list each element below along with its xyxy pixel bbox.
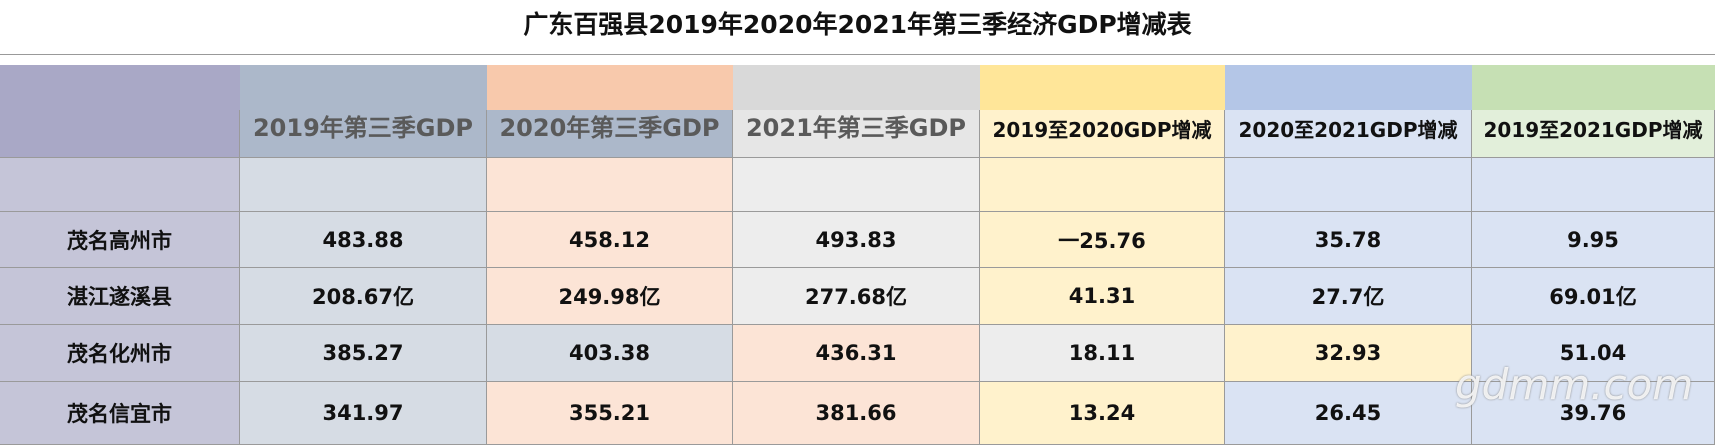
- data-cell: 39.76: [1472, 382, 1715, 445]
- data-cell: [1225, 158, 1472, 212]
- row-header: 茂名信宜市: [0, 382, 240, 445]
- header-strip: [240, 65, 487, 110]
- data-cell: 341.97: [240, 382, 487, 445]
- data-cell: 32.93: [1225, 325, 1472, 382]
- data-cell: 208.67亿: [240, 268, 487, 325]
- row-header: 湛江遂溪县: [0, 268, 240, 325]
- data-cell: 436.31: [733, 325, 980, 382]
- header-strip: [733, 65, 980, 110]
- data-cell: 13.24: [980, 382, 1225, 445]
- data-cell: 9.95: [1472, 212, 1715, 268]
- header-strip: [487, 65, 733, 110]
- data-cell: 27.7亿: [1225, 268, 1472, 325]
- row-header: 茂名化州市: [0, 325, 240, 382]
- data-cell: 35.78: [1225, 212, 1472, 268]
- data-cell: 385.27: [240, 325, 487, 382]
- row-header: 茂名高州市: [0, 212, 240, 268]
- header-strip: [1225, 65, 1472, 110]
- data-cell: 26.45: [1225, 382, 1472, 445]
- data-cell: 一25.76: [980, 212, 1225, 268]
- header-strip: [980, 65, 1225, 110]
- data-cell: 249.98亿: [487, 268, 733, 325]
- data-cell: 493.83: [733, 212, 980, 268]
- data-cell: [240, 158, 487, 212]
- data-cell: [733, 158, 980, 212]
- data-cell: 18.11: [980, 325, 1225, 382]
- data-cell: [980, 158, 1225, 212]
- data-cell: 69.01亿: [1472, 268, 1715, 325]
- data-cell: 403.38: [487, 325, 733, 382]
- data-cell: [487, 158, 733, 212]
- data-cell: 381.66: [733, 382, 980, 445]
- data-cell: 41.31: [980, 268, 1225, 325]
- data-cell: 277.68亿: [733, 268, 980, 325]
- watermark: gdmm.com: [1455, 360, 1694, 409]
- row-header: [0, 158, 240, 212]
- header-strip: [0, 65, 240, 110]
- data-cell: 51.04: [1472, 325, 1715, 382]
- title: 广东百强县2019年2020年2021年第三季经济GDP增减表: [0, 0, 1715, 55]
- data-cell: 458.12: [487, 212, 733, 268]
- data-cell: 483.88: [240, 212, 487, 268]
- header-strip: [1472, 65, 1715, 110]
- data-cell: [1472, 158, 1715, 212]
- data-cell: 355.21: [487, 382, 733, 445]
